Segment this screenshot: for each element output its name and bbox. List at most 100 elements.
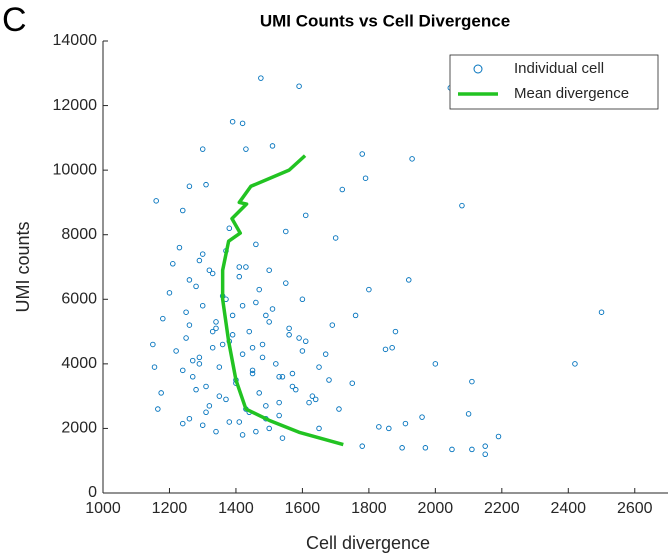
cell-point [279, 435, 286, 441]
cell-point [306, 399, 312, 406]
cell-point [203, 383, 209, 390]
y-tick-label: 6000 [61, 291, 97, 308]
cell-point [326, 377, 332, 383]
cell-point [312, 396, 319, 403]
cell-point [289, 370, 296, 377]
cell-point [160, 315, 166, 322]
x-tick-label: 1200 [152, 500, 188, 517]
cell-point [283, 228, 289, 235]
cell-point [469, 446, 475, 453]
cell-point [199, 422, 206, 428]
cell-point [302, 212, 309, 219]
cell-point [598, 309, 605, 315]
cell-point [170, 261, 176, 267]
cell-point [153, 198, 159, 204]
cell-point [243, 264, 249, 270]
cell-point [203, 409, 209, 416]
cell-point [253, 241, 259, 248]
cell-point [196, 354, 203, 361]
cell-point [176, 244, 183, 251]
mean-line [220, 154, 344, 447]
cell-point [173, 348, 179, 354]
cell-point [336, 406, 342, 412]
cell-point [229, 312, 236, 319]
cell-point [409, 156, 415, 162]
y-tick-label: 12000 [53, 97, 98, 114]
y-tick-label: 10000 [53, 161, 98, 178]
cell-point [203, 181, 209, 188]
cell-point [206, 267, 213, 273]
cell-point [186, 183, 193, 190]
cell-point [302, 338, 309, 345]
cell-point [283, 280, 289, 286]
cell-point [289, 383, 296, 390]
cell-point [269, 306, 276, 312]
cell-point [286, 332, 292, 338]
cell-point [269, 143, 276, 149]
chart-title: UMI Counts vs Cell Divergence [260, 11, 510, 30]
cell-point [183, 335, 189, 341]
panel-label: C [2, 1, 27, 39]
cell-point [293, 386, 299, 393]
cell-point [249, 370, 256, 377]
cell-point [151, 364, 158, 370]
cell-point [256, 286, 262, 293]
legend-box [449, 54, 659, 110]
x-axis-label: Cell divergence [306, 533, 430, 553]
cell-point [296, 335, 302, 341]
cell-point [239, 351, 246, 357]
x-tick-label: 2600 [617, 500, 653, 517]
cell-point [213, 319, 219, 325]
cell-point [266, 319, 272, 325]
y-tick-label: 2000 [61, 420, 97, 437]
cell-point [279, 374, 286, 380]
cell-point [322, 351, 329, 357]
cell-point [213, 428, 219, 435]
cell-point [180, 420, 186, 427]
cell-point [249, 367, 256, 374]
cell-point [329, 322, 336, 328]
cell-point [193, 283, 199, 290]
cell-point [186, 322, 193, 328]
x-tick-label: 1600 [285, 500, 321, 517]
cell-point [376, 424, 382, 430]
cell-point [406, 277, 412, 283]
cell-point [482, 443, 488, 449]
cell-point [223, 396, 229, 403]
cell-point [419, 414, 425, 420]
cell-point [216, 393, 223, 399]
cell-point [196, 361, 203, 367]
cell-point [189, 357, 196, 364]
cell-point [186, 415, 193, 422]
x-tick-label: 1400 [218, 500, 254, 517]
cell-point [199, 251, 206, 257]
cell-point [263, 312, 269, 319]
cell-point [422, 445, 429, 451]
cell-point [150, 341, 156, 348]
cell-point [299, 296, 306, 303]
cell-point [246, 328, 252, 335]
cell-point [366, 286, 372, 293]
cell-point [219, 341, 226, 348]
legend-marker [473, 64, 483, 74]
cell-point [206, 403, 213, 409]
cell-point [253, 428, 259, 435]
cell-point [276, 374, 282, 380]
cell-point [572, 361, 578, 367]
cell-point [266, 267, 272, 273]
cell-point [482, 451, 488, 458]
cell-point [209, 328, 216, 335]
cell-point [263, 403, 269, 409]
cell-point [209, 344, 216, 351]
cell-point [256, 390, 262, 396]
cell-point [389, 344, 395, 351]
cell-point [359, 151, 365, 157]
cell-point [386, 425, 392, 432]
cell-point [229, 332, 236, 338]
cell-point [339, 186, 346, 193]
cell-point [226, 225, 233, 232]
cell-point [186, 277, 193, 283]
cell-point [155, 406, 161, 412]
cell-point [209, 270, 216, 277]
y-tick-label: 8000 [61, 226, 97, 243]
